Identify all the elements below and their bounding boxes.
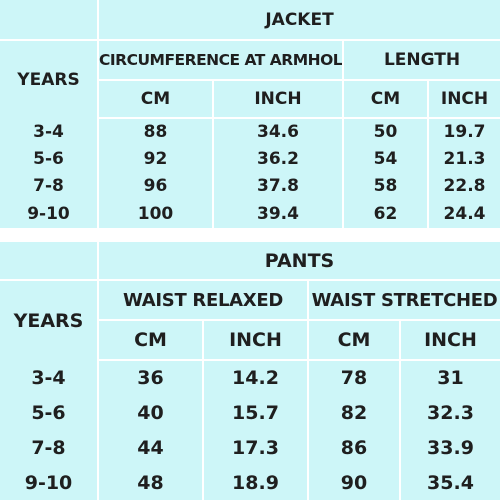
pants-value-cell: 36 xyxy=(97,360,203,395)
jacket-years-cell: 5-6 xyxy=(33,148,64,169)
pants-value-cell: 82 xyxy=(307,395,400,430)
pants-unit-header: CM xyxy=(307,320,400,361)
jacket-group-header-armhole: CIRCUMFERENCE AT ARMHOLE xyxy=(97,40,343,81)
pants-size-table: PANTS YEARS WAIST RELAXED WAIST STRETCHE… xyxy=(0,242,500,500)
pants-years-cell: 3-4 xyxy=(31,366,66,389)
table-row: 7-8 44 17.3 86 33.9 xyxy=(0,430,500,465)
pants-corner-cell xyxy=(0,242,98,281)
jacket-table-grid: JACKET YEARS CIRCUMFERENCE AT ARMHOLE LE… xyxy=(0,0,500,228)
pants-unit-header: CM xyxy=(97,320,203,361)
jacket-title: JACKET xyxy=(96,0,500,41)
pants-table-grid: PANTS YEARS WAIST RELAXED WAIST STRETCHE… xyxy=(0,242,500,500)
jacket-value-cell: 92 xyxy=(97,145,213,172)
jacket-years-cell: 9-10 xyxy=(27,204,70,224)
jacket-value-cell: 50 xyxy=(342,118,428,145)
jacket-value-cell: 19.7 xyxy=(426,118,500,145)
pants-value-cell: 15.7 xyxy=(202,395,308,430)
table-row: 3-4 88 34.6 50 19.7 xyxy=(0,118,500,145)
jacket-value-cell: 39.4 xyxy=(212,200,343,228)
pants-value-cell: 86 xyxy=(307,430,400,465)
pants-value-cell: 18.9 xyxy=(202,465,308,500)
jacket-unit-header: INCH xyxy=(426,80,500,119)
pants-title: PANTS xyxy=(97,242,500,281)
pants-years-cell: 9-10 xyxy=(24,471,73,494)
pants-value-cell: 14.2 xyxy=(202,360,308,395)
jacket-value-cell: 88 xyxy=(97,118,213,145)
jacket-value-cell: 96 xyxy=(97,172,213,200)
pants-value-cell: 31 xyxy=(399,360,500,395)
pants-value-cell: 33.9 xyxy=(399,430,500,465)
pants-value-cell: 17.3 xyxy=(202,430,308,465)
pants-unit-header: INCH xyxy=(399,320,500,361)
jacket-size-table: JACKET YEARS CIRCUMFERENCE AT ARMHOLE LE… xyxy=(0,0,500,228)
pants-years-cell: 7-8 xyxy=(31,436,66,459)
table-row: 9-10 100 39.4 62 24.4 xyxy=(0,200,500,228)
pants-value-cell: 40 xyxy=(97,395,203,430)
pants-value-cell: 90 xyxy=(307,465,400,500)
table-row: 7-8 96 37.8 58 22.8 xyxy=(0,172,500,200)
jacket-corner-cell xyxy=(0,0,98,41)
pants-years-header: YEARS xyxy=(13,309,84,332)
jacket-years-cell: 3-4 xyxy=(33,121,64,142)
jacket-value-cell: 36.2 xyxy=(212,145,343,172)
jacket-value-cell: 100 xyxy=(97,200,213,228)
jacket-value-cell: 37.8 xyxy=(212,172,343,200)
jacket-value-cell: 54 xyxy=(342,145,428,172)
table-row: 5-6 92 36.2 54 21.3 xyxy=(0,145,500,172)
pants-unit-header: INCH xyxy=(202,320,308,361)
jacket-group-header-length: LENGTH xyxy=(341,40,500,81)
pants-value-cell: 44 xyxy=(97,430,203,465)
jacket-years-header: YEARS xyxy=(17,69,80,90)
jacket-unit-header: INCH xyxy=(212,80,343,119)
table-row: 9-10 48 18.9 90 35.4 xyxy=(0,465,500,500)
jacket-years-cell: 7-8 xyxy=(33,176,64,196)
jacket-value-cell: 58 xyxy=(342,172,428,200)
jacket-unit-header: CM xyxy=(342,80,428,119)
jacket-value-cell: 22.8 xyxy=(426,172,500,200)
pants-years-cell: 5-6 xyxy=(31,401,66,424)
jacket-unit-header: CM xyxy=(97,80,213,119)
jacket-value-cell: 21.3 xyxy=(426,145,500,172)
pants-group-header-waist-stretched: WAIST STRETCHED xyxy=(307,280,500,321)
pants-value-cell: 48 xyxy=(97,465,203,500)
table-row: 5-6 40 15.7 82 32.3 xyxy=(0,395,500,430)
jacket-value-cell: 24.4 xyxy=(426,200,500,228)
table-row: 3-4 36 14.2 78 31 xyxy=(0,360,500,395)
jacket-value-cell: 34.6 xyxy=(212,118,343,145)
pants-value-cell: 32.3 xyxy=(399,395,500,430)
jacket-value-cell: 62 xyxy=(342,200,428,228)
pants-value-cell: 35.4 xyxy=(399,465,500,500)
pants-group-header-waist-relaxed: WAIST RELAXED xyxy=(97,280,308,321)
pants-value-cell: 78 xyxy=(307,360,400,395)
